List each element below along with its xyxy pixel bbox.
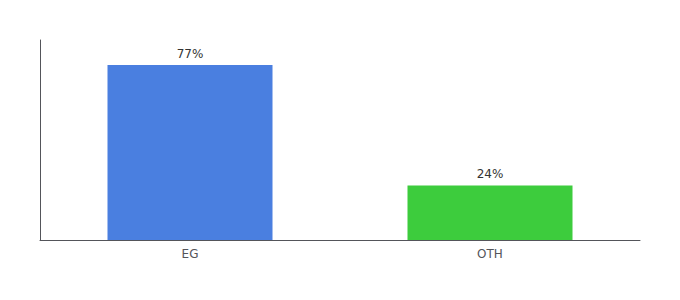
svg-text:77%: 77%: [177, 47, 204, 61]
svg-text:24%: 24%: [477, 167, 504, 181]
svg-text:EG: EG: [182, 247, 199, 261]
svg-text:OTH: OTH: [477, 247, 503, 261]
